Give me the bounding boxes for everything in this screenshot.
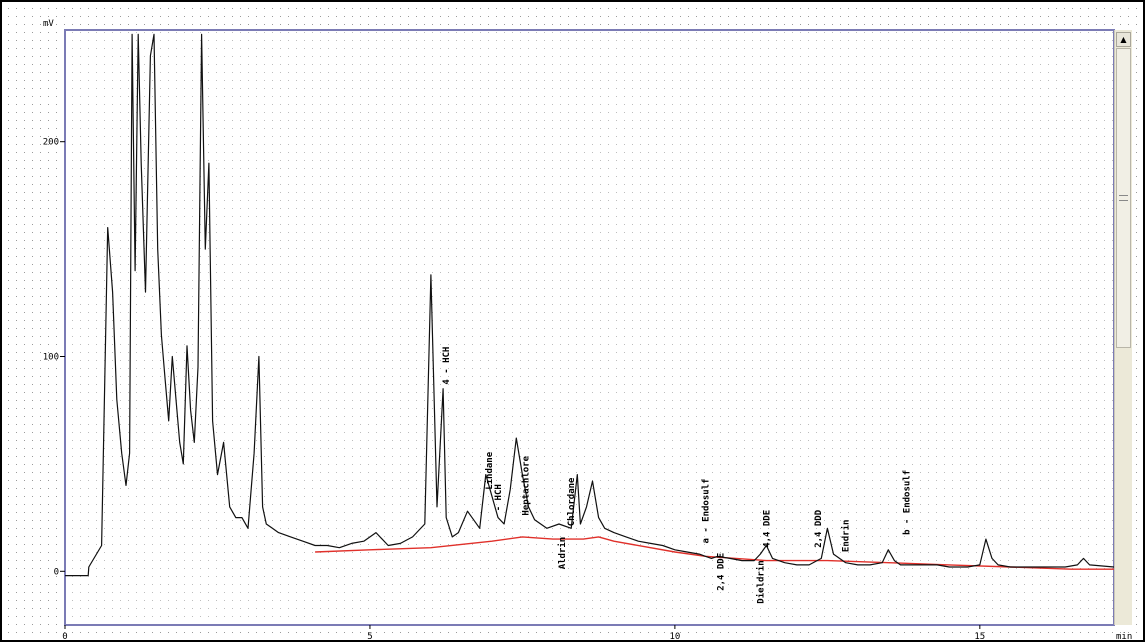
x-tick-label: 10 bbox=[669, 632, 680, 642]
y-tick-label: 100 bbox=[43, 352, 59, 362]
chromatogram-trace-line bbox=[65, 33, 1114, 577]
peak-annotation-label: a - Endosulf bbox=[701, 478, 711, 543]
peak-annotation-label: - HCH bbox=[494, 484, 504, 511]
baseline-line bbox=[315, 536, 1114, 570]
peak-annotation-label: Dieldrin bbox=[755, 560, 766, 603]
x-tick-label: 15 bbox=[974, 632, 985, 642]
scrollbar-grip-icon bbox=[1119, 195, 1128, 201]
vertical-scrollbar[interactable]: ▲ bbox=[1114, 30, 1132, 625]
peak-annotation-label: 2,4 DDE bbox=[717, 553, 727, 591]
peak-annotation-label: Aldrin bbox=[557, 537, 568, 570]
x-tick-label: 5 bbox=[367, 632, 372, 642]
peak-annotation-label: Endrin bbox=[841, 520, 852, 553]
grid-background bbox=[4, 4, 1141, 638]
y-tick-label: 0 bbox=[54, 567, 59, 577]
y-tick-label: 200 bbox=[43, 138, 59, 148]
plot-area bbox=[64, 29, 1115, 626]
peak-annotation-label: Chlordane bbox=[567, 477, 577, 526]
peak-annotation-label: Heptachlore bbox=[522, 455, 532, 515]
peak-annotation-label: Lindane bbox=[484, 451, 495, 490]
peak-annotation-label: 4,4 DDE bbox=[762, 510, 772, 548]
x-axis-unit-label: min bbox=[1116, 632, 1132, 642]
y-axis-unit-label: mV bbox=[43, 19, 54, 29]
peak-annotation-label: 2,4 DDD bbox=[814, 509, 824, 548]
peak-annotation-label: b - Endosulf bbox=[903, 470, 913, 535]
scroll-up-arrow-icon[interactable]: ▲ bbox=[1116, 32, 1131, 47]
peak-annotation-label: 4 - HCH bbox=[442, 347, 452, 385]
scrollbar-thumb[interactable] bbox=[1116, 48, 1131, 348]
x-tick-label: 0 bbox=[62, 632, 67, 642]
